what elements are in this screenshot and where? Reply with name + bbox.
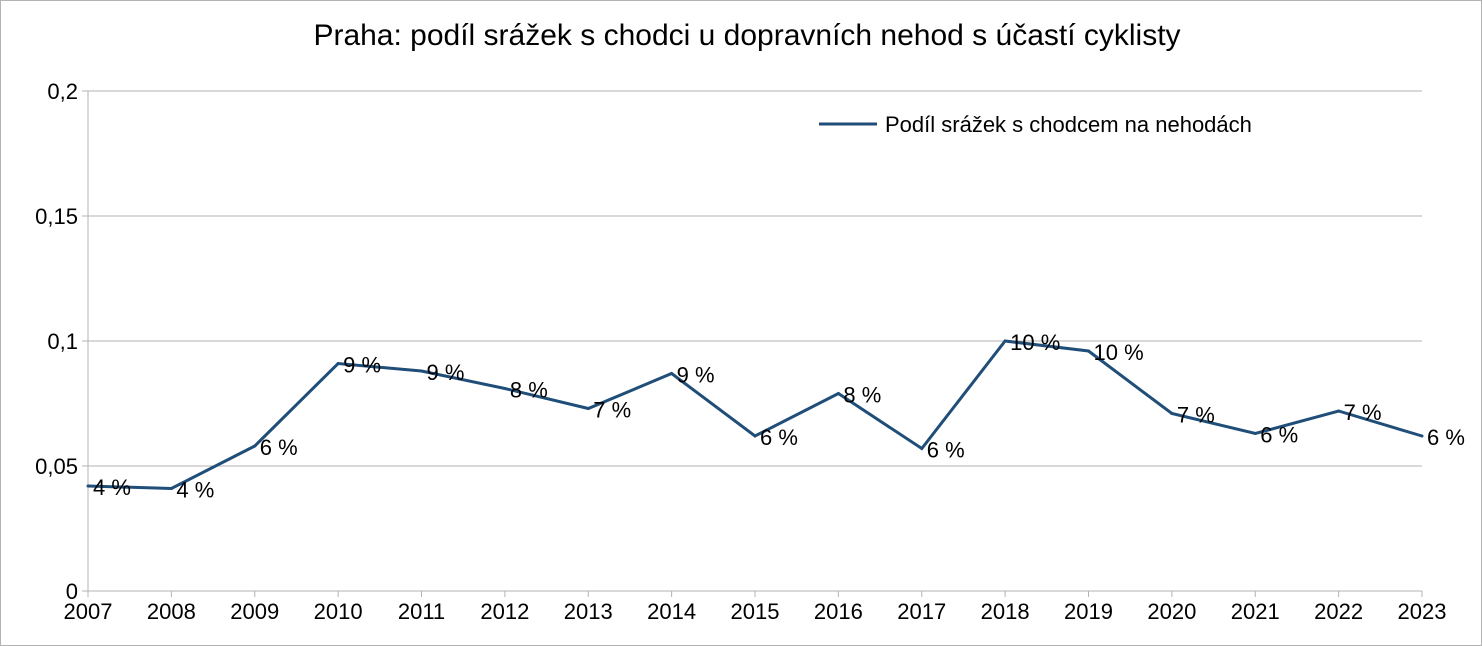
x-tick-label: 2011 [398, 599, 445, 624]
legend: Podíl srážek s chodcem na nehodách [819, 112, 1252, 137]
x-tick-label: 2012 [480, 599, 529, 624]
data-point [670, 372, 674, 375]
data-label: 9 % [427, 360, 465, 385]
x-tick-label: 2020 [1147, 599, 1196, 624]
data-label: 7 % [1177, 403, 1215, 428]
x-tick-label: 2010 [314, 599, 363, 624]
data-point [253, 444, 257, 448]
data-point [420, 369, 423, 373]
x-tick-label: 2008 [147, 599, 196, 624]
data-point [336, 362, 340, 365]
series-group [86, 339, 1424, 491]
x-tick-label: 2019 [1064, 599, 1113, 624]
data-point [1420, 434, 1424, 438]
x-axis-ticks: 2007 2008 2009 2010 2011 2012 2013 2014 2015 2016… [64, 591, 1447, 624]
data-label: 6 % [260, 435, 298, 460]
data-point [1170, 412, 1174, 415]
data-point [86, 484, 90, 488]
legend-label: Podíl srážek s chodcem na nehodách [885, 112, 1252, 137]
data-label: 6 % [1427, 425, 1465, 450]
y-tick-label: 0,15 [35, 204, 78, 229]
x-tick-label: 2007 [64, 599, 113, 624]
data-point [503, 387, 507, 390]
data-label: 6 % [1260, 423, 1298, 448]
x-tick-label: 2017 [897, 599, 946, 624]
data-point [836, 392, 840, 395]
data-label: 9 % [343, 353, 381, 378]
data-label: 6 % [927, 438, 965, 463]
data-label: 8 % [843, 383, 881, 408]
x-tick-label: 2018 [981, 599, 1030, 624]
data-point [169, 487, 173, 490]
data-point [1087, 349, 1090, 353]
x-tick-label: 2013 [564, 599, 613, 624]
data-label: 4 % [176, 478, 214, 503]
y-axis-ticks: 0 0,05 0,1 0,15 0,2 [35, 79, 78, 604]
data-point [920, 447, 924, 450]
x-tick-label: 2022 [1314, 599, 1363, 624]
data-label: 10 % [1094, 340, 1144, 365]
data-labels: 4 % 4 % 6 % 9 % 9 % 8 % 7 % 9 % 6 % 8 % 6 % 10 % 10 … [93, 330, 1465, 503]
y-tick-label: 0,05 [35, 454, 78, 479]
y-tick-label: 0 [66, 579, 78, 604]
data-label: 7 % [1344, 400, 1382, 425]
data-label: 8 % [510, 378, 548, 403]
x-tick-label: 2014 [647, 599, 696, 624]
x-tick-label: 2023 [1398, 599, 1447, 624]
y-tick-label: 0,2 [47, 79, 78, 104]
data-label: 6 % [760, 425, 798, 450]
data-label: 7 % [593, 398, 631, 423]
x-tick-label: 2015 [731, 599, 780, 624]
data-point [586, 407, 590, 410]
x-tick-label: 2021 [1231, 599, 1280, 624]
data-point [1003, 339, 1007, 343]
data-point [1253, 432, 1257, 435]
grid-lines [82, 90, 1422, 592]
chart-title: Praha: podíl srážek s chodci u dopravníc… [313, 19, 1180, 52]
x-tick-label: 2016 [814, 599, 863, 624]
data-label: 9 % [677, 363, 715, 388]
data-label: 10 % [1010, 330, 1060, 355]
x-tick-label: 2009 [230, 599, 279, 624]
y-tick-label: 0,1 [47, 329, 78, 354]
data-point [1337, 409, 1341, 413]
data-point [753, 434, 757, 438]
data-label: 4 % [93, 475, 131, 500]
